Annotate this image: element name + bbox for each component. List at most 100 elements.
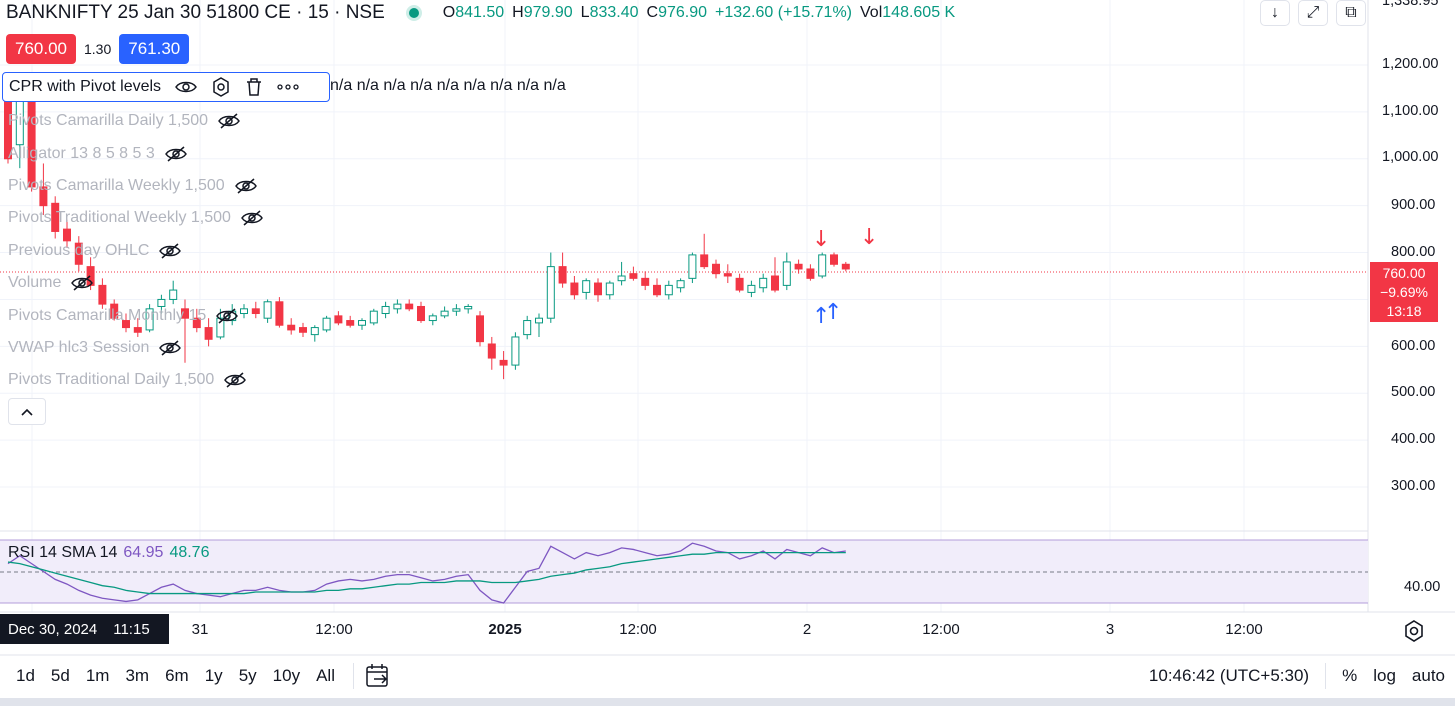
range-3m-button[interactable]: 3m <box>125 666 150 685</box>
snapshot-button[interactable]: ⧉ <box>1336 0 1366 26</box>
rsi-legend[interactable]: RSI 14 SMA 14 64.95 48.76 <box>8 544 209 562</box>
auto-scale-toggle[interactable]: auto <box>1411 666 1445 685</box>
candle <box>841 261 850 272</box>
candle <box>535 313 543 337</box>
indicator-item[interactable]: Alligator 13 8 5 8 5 3 <box>8 137 263 169</box>
rsi-line <box>7 542 846 604</box>
candle <box>700 233 709 269</box>
sell-button[interactable]: 760.00 <box>6 34 76 64</box>
fullscreen-button[interactable]: ⤢ <box>1298 0 1328 26</box>
candle <box>617 261 626 286</box>
range-6m-button[interactable]: 6m <box>165 666 189 685</box>
collapse-indicators-button[interactable] <box>8 398 46 425</box>
eye-hidden-icon[interactable] <box>234 178 257 194</box>
buy-button[interactable]: 761.30 <box>119 34 190 64</box>
eye-hidden-icon[interactable] <box>224 372 247 388</box>
candle <box>570 276 579 300</box>
more-options-icon[interactable] <box>277 83 299 91</box>
trash-icon[interactable] <box>245 77 263 97</box>
rsi-name: RSI 14 SMA 14 <box>8 544 118 561</box>
range-1y-button[interactable]: 1y <box>204 666 223 685</box>
candle <box>558 252 567 288</box>
indicator-item[interactable]: Previous day OHLC <box>8 235 263 267</box>
candle <box>712 259 720 279</box>
candles <box>4 74 850 380</box>
timezone-clock[interactable]: 10:46:42 (UTC+5:30) <box>1148 666 1310 685</box>
ohlc-open: O841.50 <box>442 4 505 21</box>
scroll-down-button[interactable]: ↓ <box>1260 0 1290 26</box>
range-1m-button[interactable]: 1m <box>85 666 110 685</box>
eye-hidden-icon[interactable] <box>241 210 263 226</box>
symbol-header: BANKNIFTY 25 Jan 30 51800 CE · 15 · NSE … <box>0 0 955 26</box>
candle <box>240 304 248 319</box>
range-5d-button[interactable]: 5d <box>50 666 70 685</box>
active-indicator-label[interactable]: CPR with Pivot levels <box>9 78 162 95</box>
ohlc-values: O841.50 H979.90 L833.40 C976.90 +132.60 … <box>443 4 955 22</box>
candle <box>452 304 461 316</box>
time-tick: 12:00 <box>1225 621 1263 638</box>
candle <box>251 301 260 319</box>
price-label: 1,338.95 <box>1382 0 1439 9</box>
time-tick: 2 <box>802 621 812 638</box>
candle <box>263 299 272 323</box>
eye-hidden-icon[interactable] <box>216 307 239 324</box>
price-label: 400.00 <box>1391 431 1436 447</box>
candle <box>169 280 178 305</box>
active-indicator[interactable]: CPR with Pivot levels <box>2 72 330 102</box>
eye-hidden-icon[interactable] <box>71 275 94 291</box>
time-tick: 12:00 <box>315 621 353 638</box>
range-5y-button[interactable]: 5y <box>238 666 257 685</box>
price-change: −9.69% <box>1380 284 1428 300</box>
time-tick: 31 <box>191 621 209 638</box>
eye-icon[interactable] <box>175 79 197 95</box>
indicator-item[interactable]: Pivots Traditional Daily 1,500 <box>8 364 263 396</box>
indicator-item[interactable]: Pivots Camarilla Monthly 15 <box>8 299 263 331</box>
range-10y-button[interactable]: 10y <box>272 666 301 685</box>
chart-settings-icon[interactable] <box>1402 619 1426 643</box>
goto-date-icon[interactable] <box>364 663 392 689</box>
eye-hidden-icon[interactable] <box>159 243 182 259</box>
ohlc-low: L833.40 <box>580 4 639 21</box>
window-bottom-edge <box>0 698 1455 706</box>
candle <box>664 280 673 300</box>
settings-gear-icon[interactable] <box>211 77 231 97</box>
signal-arrows: ↓ ↓ ↑ ↑ <box>812 225 878 329</box>
candle <box>369 308 378 326</box>
candle <box>523 315 532 340</box>
indicator-item[interactable]: VWAP hlc3 Session <box>8 332 263 364</box>
sell-arrow-1: ↓ <box>812 227 830 252</box>
eye-hidden-icon[interactable] <box>164 146 187 162</box>
indicator-item[interactable]: Volume <box>8 267 263 299</box>
log-scale-toggle[interactable]: log <box>1373 666 1396 685</box>
top-right-toolbar: ↓ ⤢ ⧉ <box>1260 0 1366 26</box>
eye-hidden-icon[interactable] <box>218 113 240 129</box>
candle <box>63 219 71 248</box>
candle <box>546 252 555 323</box>
buy-arrow-1: ↑ <box>812 304 830 329</box>
candle <box>417 301 425 323</box>
price-label: 1,000.00 <box>1382 149 1439 165</box>
price-label: 800.00 <box>1391 244 1436 260</box>
bottom-toolbar: 1d 5d 1m 3m 6m 1y 5y 10y All 10:46:42 (U… <box>0 656 1455 696</box>
candle <box>676 278 685 293</box>
candle <box>818 252 827 279</box>
percent-scale-toggle[interactable]: % <box>1342 666 1358 685</box>
range-all-button[interactable]: All <box>316 666 335 685</box>
bottom-right-controls: 10:46:42 (UTC+5:30) % log auto <box>1149 656 1445 696</box>
chevron-up-icon <box>21 408 33 416</box>
range-1d-button[interactable]: 1d <box>16 666 35 685</box>
candle <box>405 299 414 312</box>
indicator-item[interactable]: Pivots Camarilla Daily 1,500 <box>8 105 263 137</box>
candle <box>299 322 307 337</box>
indicator-item[interactable]: Pivots Camarilla Weekly 1,500 <box>8 170 263 202</box>
eye-hidden-icon[interactable] <box>159 340 182 356</box>
candle <box>204 318 213 347</box>
candle <box>771 257 779 293</box>
candle <box>582 278 591 300</box>
candle <box>98 278 107 309</box>
indicator-item[interactable]: Pivots Traditional Weekly 1,500 <box>8 202 263 234</box>
price-label: 300.00 <box>1391 478 1436 494</box>
indicator-values: n/a n/a n/a n/a n/a n/a n/a n/a n/a <box>330 77 566 94</box>
symbol-title[interactable]: BANKNIFTY 25 Jan 30 51800 CE · 15 · NSE <box>6 2 385 23</box>
